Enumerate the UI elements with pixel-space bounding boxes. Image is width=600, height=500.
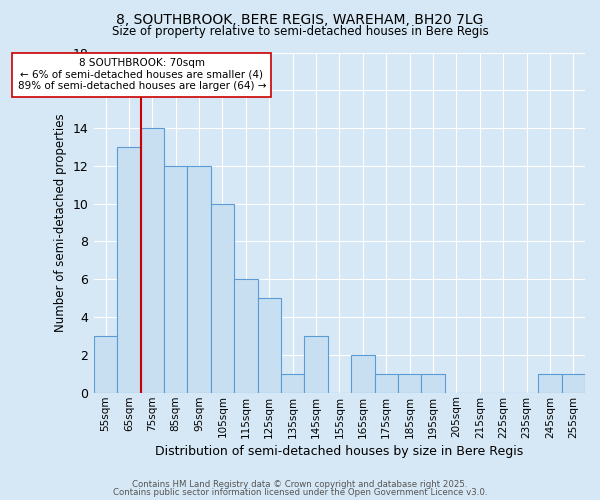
Bar: [398, 374, 421, 392]
Bar: [374, 374, 398, 392]
Text: Contains public sector information licensed under the Open Government Licence v3: Contains public sector information licen…: [113, 488, 487, 497]
Bar: [234, 280, 257, 392]
Text: 8 SOUTHBROOK: 70sqm
← 6% of semi-detached houses are smaller (4)
89% of semi-det: 8 SOUTHBROOK: 70sqm ← 6% of semi-detache…: [17, 58, 266, 92]
Bar: [304, 336, 328, 392]
Bar: [211, 204, 234, 392]
Y-axis label: Number of semi-detached properties: Number of semi-detached properties: [54, 114, 67, 332]
Bar: [187, 166, 211, 392]
Bar: [281, 374, 304, 392]
Bar: [421, 374, 445, 392]
Text: Contains HM Land Registry data © Crown copyright and database right 2025.: Contains HM Land Registry data © Crown c…: [132, 480, 468, 489]
Bar: [351, 355, 374, 393]
Text: Size of property relative to semi-detached houses in Bere Regis: Size of property relative to semi-detach…: [112, 25, 488, 38]
Text: 8, SOUTHBROOK, BERE REGIS, WAREHAM, BH20 7LG: 8, SOUTHBROOK, BERE REGIS, WAREHAM, BH20…: [116, 12, 484, 26]
Bar: [140, 128, 164, 392]
Bar: [164, 166, 187, 392]
Bar: [94, 336, 117, 392]
Bar: [538, 374, 562, 392]
Bar: [562, 374, 585, 392]
Bar: [257, 298, 281, 392]
Bar: [117, 147, 140, 392]
X-axis label: Distribution of semi-detached houses by size in Bere Regis: Distribution of semi-detached houses by …: [155, 444, 524, 458]
